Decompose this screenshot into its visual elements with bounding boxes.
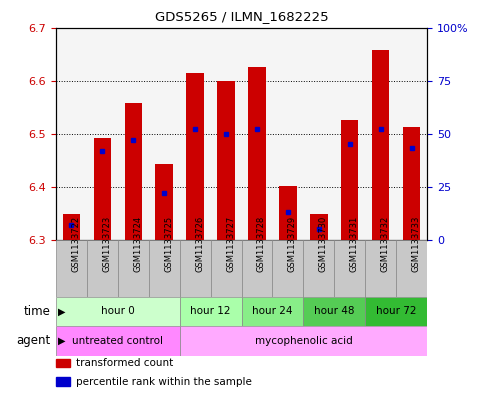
Text: GSM1133723: GSM1133723 bbox=[102, 216, 111, 272]
Text: GSM1133727: GSM1133727 bbox=[226, 216, 235, 272]
Text: GSM1133732: GSM1133732 bbox=[381, 216, 390, 272]
Text: time: time bbox=[24, 305, 51, 318]
FancyBboxPatch shape bbox=[211, 240, 242, 297]
Text: GSM1133724: GSM1133724 bbox=[133, 216, 142, 272]
Bar bbox=[125, 103, 142, 240]
Text: hour 12: hour 12 bbox=[190, 307, 231, 316]
FancyBboxPatch shape bbox=[180, 297, 242, 326]
Text: GDS5265 / ILMN_1682225: GDS5265 / ILMN_1682225 bbox=[155, 10, 328, 23]
Bar bbox=[403, 127, 421, 240]
Text: mycophenolic acid: mycophenolic acid bbox=[255, 336, 353, 346]
Bar bbox=[56, 359, 71, 367]
Bar bbox=[280, 186, 297, 240]
Bar bbox=[186, 73, 203, 240]
Text: transformed count: transformed count bbox=[76, 358, 173, 368]
Text: GSM1133730: GSM1133730 bbox=[319, 216, 328, 272]
FancyBboxPatch shape bbox=[56, 326, 180, 356]
Bar bbox=[62, 214, 80, 240]
FancyBboxPatch shape bbox=[242, 297, 303, 326]
FancyBboxPatch shape bbox=[397, 240, 427, 297]
Bar bbox=[341, 120, 358, 240]
FancyBboxPatch shape bbox=[56, 240, 86, 297]
Text: ▶: ▶ bbox=[58, 336, 66, 346]
Bar bbox=[156, 164, 172, 240]
FancyBboxPatch shape bbox=[180, 326, 427, 356]
Text: hour 0: hour 0 bbox=[100, 307, 134, 316]
Bar bbox=[372, 50, 389, 240]
Text: hour 24: hour 24 bbox=[252, 307, 293, 316]
Text: GSM1133731: GSM1133731 bbox=[350, 216, 359, 272]
Text: GSM1133728: GSM1133728 bbox=[257, 216, 266, 272]
Text: percentile rank within the sample: percentile rank within the sample bbox=[76, 377, 252, 387]
FancyBboxPatch shape bbox=[303, 240, 334, 297]
FancyBboxPatch shape bbox=[117, 240, 149, 297]
FancyBboxPatch shape bbox=[366, 240, 397, 297]
Text: GSM1133733: GSM1133733 bbox=[412, 216, 421, 272]
Text: hour 72: hour 72 bbox=[376, 307, 417, 316]
FancyBboxPatch shape bbox=[180, 240, 211, 297]
FancyBboxPatch shape bbox=[272, 240, 303, 297]
Text: hour 48: hour 48 bbox=[314, 307, 355, 316]
Text: agent: agent bbox=[16, 334, 51, 347]
FancyBboxPatch shape bbox=[149, 240, 180, 297]
Bar bbox=[311, 214, 327, 240]
Text: GSM1133726: GSM1133726 bbox=[195, 216, 204, 272]
FancyBboxPatch shape bbox=[303, 297, 366, 326]
FancyBboxPatch shape bbox=[366, 297, 427, 326]
Bar bbox=[217, 81, 235, 240]
Text: GSM1133722: GSM1133722 bbox=[71, 216, 80, 272]
Text: GSM1133729: GSM1133729 bbox=[288, 216, 297, 272]
FancyBboxPatch shape bbox=[86, 240, 117, 297]
Bar bbox=[248, 67, 266, 240]
Text: GSM1133725: GSM1133725 bbox=[164, 216, 173, 272]
FancyBboxPatch shape bbox=[242, 240, 272, 297]
FancyBboxPatch shape bbox=[56, 297, 180, 326]
Bar bbox=[94, 138, 111, 240]
Text: untreated control: untreated control bbox=[72, 336, 163, 346]
Bar bbox=[56, 377, 71, 386]
FancyBboxPatch shape bbox=[334, 240, 366, 297]
Text: ▶: ▶ bbox=[58, 307, 66, 316]
